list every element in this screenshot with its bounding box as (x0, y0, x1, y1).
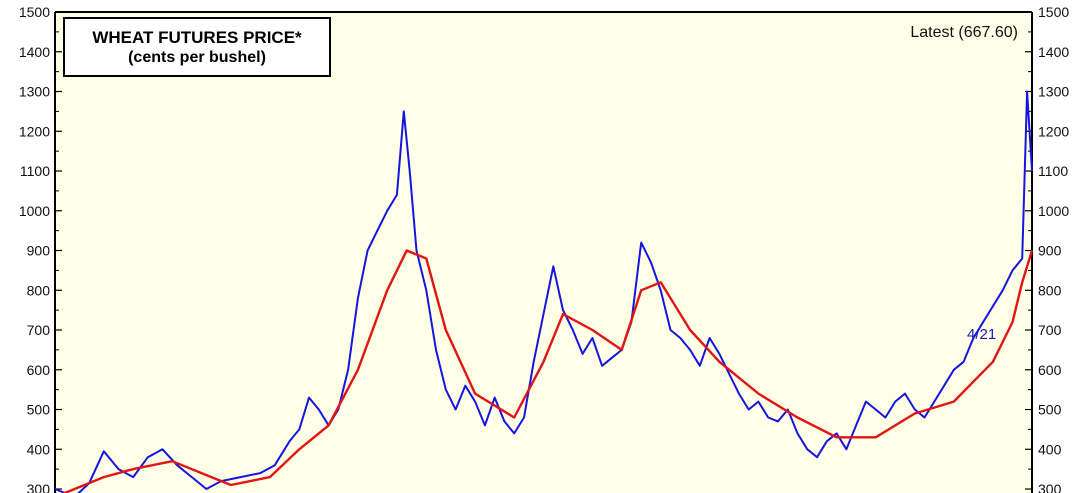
y-tick-label-right: 1300 (1038, 84, 1069, 100)
y-tick-label-right: 500 (1038, 402, 1062, 418)
y-tick-label-left: 1400 (19, 44, 50, 60)
chart-title: WHEAT FUTURES PRICE* (92, 28, 302, 47)
end-date-label: 4/21 (967, 326, 997, 343)
y-tick-label-right: 1000 (1038, 203, 1069, 219)
series-layer (54, 90, 1034, 493)
price-series-line (54, 90, 1033, 493)
y-tick-label-right: 800 (1038, 282, 1062, 298)
y-tick-label-left: 1100 (20, 163, 50, 179)
y-tick-label-right: 300 (1038, 481, 1062, 493)
y-axis-left: 300 400 500 600 700 800 900 1000 1100 1200 1300 140… (19, 4, 62, 493)
chart-subtitle: (cents per bushel) (128, 49, 266, 66)
y-tick-label-right: 900 (1038, 243, 1062, 259)
y-tick-label-left: 900 (27, 243, 51, 259)
y-tick-label-left: 1300 (19, 84, 50, 100)
y-tick-label-right: 1200 (1038, 123, 1069, 139)
y-tick-label-right: 400 (1038, 441, 1062, 457)
y-tick-label-left: 400 (27, 441, 51, 457)
y-tick-label-right: 1100 (1038, 163, 1068, 179)
y-axis-right: 300 400 500 600 700 800 900 1000 1100 1200 1300 140… (1025, 4, 1069, 493)
y-tick-label-left: 600 (27, 362, 51, 378)
y-tick-label-left: 1500 (19, 4, 50, 20)
y-tick-label-left: 1000 (19, 203, 50, 219)
y-tick-label-left: 800 (27, 282, 51, 298)
latest-price-label: Latest (667.60) (910, 24, 1018, 41)
chart-background (55, 12, 1032, 493)
y-tick-label-right: 600 (1038, 362, 1062, 378)
y-tick-label-right: 1400 (1038, 44, 1069, 60)
chart-title-box: WHEAT FUTURES PRICE* (cents per bushel) (63, 17, 331, 77)
y-tick-label-right: 1500 (1038, 4, 1069, 20)
moving-average-line (61, 249, 1034, 493)
y-tick-label-left: 700 (27, 322, 51, 338)
y-tick-label-left: 1200 (19, 123, 50, 139)
y-tick-label-left: 300 (27, 481, 51, 493)
y-tick-label-right: 700 (1038, 322, 1062, 338)
y-tick-label-left: 500 (27, 402, 51, 418)
